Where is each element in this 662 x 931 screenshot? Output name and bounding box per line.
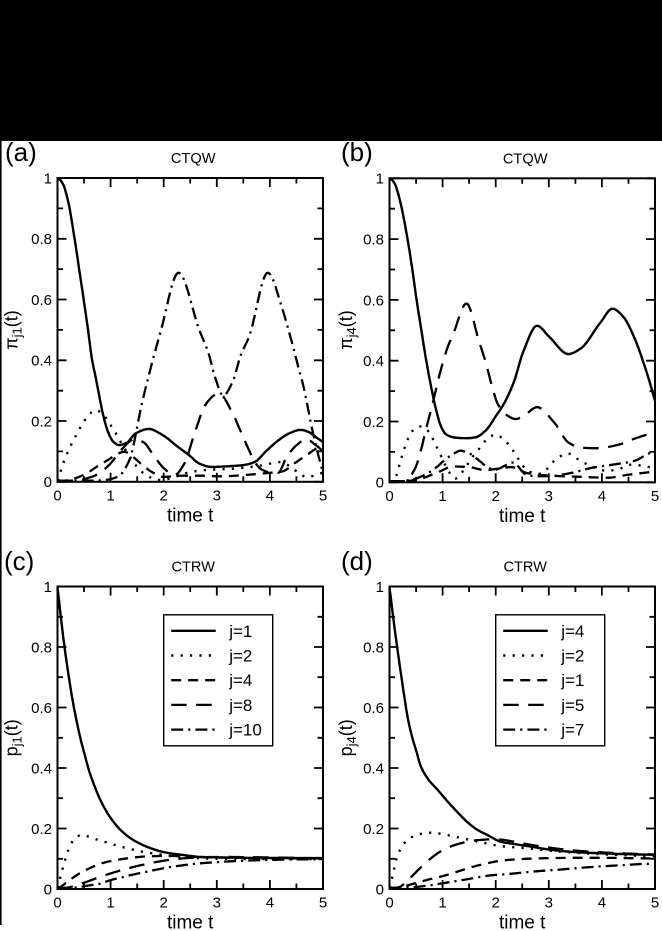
svg-text:2: 2	[492, 895, 500, 912]
svg-text:pj1(t): pj1(t)	[2, 719, 25, 756]
svg-text:0.2: 0.2	[363, 821, 384, 838]
svg-text:0: 0	[44, 474, 52, 491]
svg-text:1: 1	[106, 895, 114, 912]
svg-text:3: 3	[545, 895, 553, 912]
svg-text:5: 5	[651, 488, 659, 505]
svg-text:1: 1	[376, 171, 384, 188]
svg-text:3: 3	[213, 895, 221, 912]
svg-text:0: 0	[385, 895, 393, 912]
svg-text:2: 2	[160, 895, 168, 912]
svg-text:0.6: 0.6	[31, 700, 52, 717]
svg-text:0.2: 0.2	[363, 414, 384, 431]
svg-text:0.6: 0.6	[31, 292, 52, 309]
svg-text:time t: time t	[499, 913, 546, 931]
svg-text:5: 5	[319, 895, 327, 912]
svg-text:j=2: j=2	[560, 647, 584, 666]
svg-text:5: 5	[319, 487, 327, 504]
svg-text:4: 4	[598, 895, 606, 912]
svg-text:0.4: 0.4	[31, 353, 52, 370]
svg-text:CTRW: CTRW	[503, 560, 547, 576]
svg-text:time t: time t	[499, 506, 546, 527]
svg-text:0.6: 0.6	[363, 700, 384, 717]
svg-text:j=1: j=1	[560, 671, 584, 690]
svg-text:0.4: 0.4	[31, 760, 52, 777]
svg-text:1: 1	[44, 170, 52, 187]
svg-text:time t: time t	[167, 913, 214, 931]
svg-text:0.2: 0.2	[31, 413, 52, 430]
svg-text:πj4(t): πj4(t)	[336, 310, 359, 350]
svg-text:j=1: j=1	[228, 622, 252, 641]
svg-text:j=5: j=5	[560, 696, 584, 715]
svg-text:4: 4	[266, 487, 274, 504]
svg-text:j=2: j=2	[228, 647, 252, 666]
svg-text:0: 0	[44, 881, 52, 898]
svg-text:5: 5	[651, 895, 659, 912]
svg-text:1: 1	[438, 488, 446, 505]
svg-text:0: 0	[385, 488, 393, 505]
svg-text:0.6: 0.6	[363, 292, 384, 309]
svg-text:j=7: j=7	[560, 721, 584, 740]
svg-text:(a): (a)	[5, 137, 37, 167]
svg-text:(b): (b)	[341, 137, 373, 167]
svg-text:4: 4	[598, 488, 606, 505]
svg-text:2: 2	[492, 488, 500, 505]
svg-text:0: 0	[376, 881, 384, 898]
svg-text:0.8: 0.8	[31, 231, 52, 248]
svg-text:0.4: 0.4	[363, 353, 384, 370]
svg-text:j=8: j=8	[228, 696, 252, 715]
svg-text:1: 1	[438, 895, 446, 912]
svg-text:j=4: j=4	[228, 671, 252, 690]
svg-text:1: 1	[376, 579, 384, 596]
svg-text:0.4: 0.4	[363, 760, 384, 777]
svg-text:0.8: 0.8	[31, 639, 52, 656]
svg-text:pj4(t): pj4(t)	[336, 719, 359, 756]
svg-text:j=4: j=4	[560, 622, 584, 641]
svg-text:0.8: 0.8	[363, 232, 384, 249]
svg-text:0: 0	[53, 487, 61, 504]
svg-text:πj1(t): πj1(t)	[2, 310, 25, 350]
svg-text:2: 2	[160, 487, 168, 504]
svg-text:j=10: j=10	[228, 721, 262, 740]
svg-text:(d): (d)	[341, 546, 373, 576]
svg-text:time t: time t	[167, 505, 214, 526]
svg-text:CTQW: CTQW	[171, 151, 216, 167]
svg-text:1: 1	[106, 487, 114, 504]
svg-text:3: 3	[545, 488, 553, 505]
svg-text:CTRW: CTRW	[171, 560, 215, 576]
svg-text:0.2: 0.2	[31, 821, 52, 838]
svg-text:4: 4	[266, 895, 274, 912]
svg-text:3: 3	[213, 487, 221, 504]
svg-text:0: 0	[376, 475, 384, 492]
svg-text:(c): (c)	[4, 546, 34, 576]
svg-text:CTQW: CTQW	[503, 151, 548, 167]
svg-text:0.8: 0.8	[363, 639, 384, 656]
svg-text:1: 1	[44, 579, 52, 596]
svg-text:0: 0	[53, 895, 61, 912]
